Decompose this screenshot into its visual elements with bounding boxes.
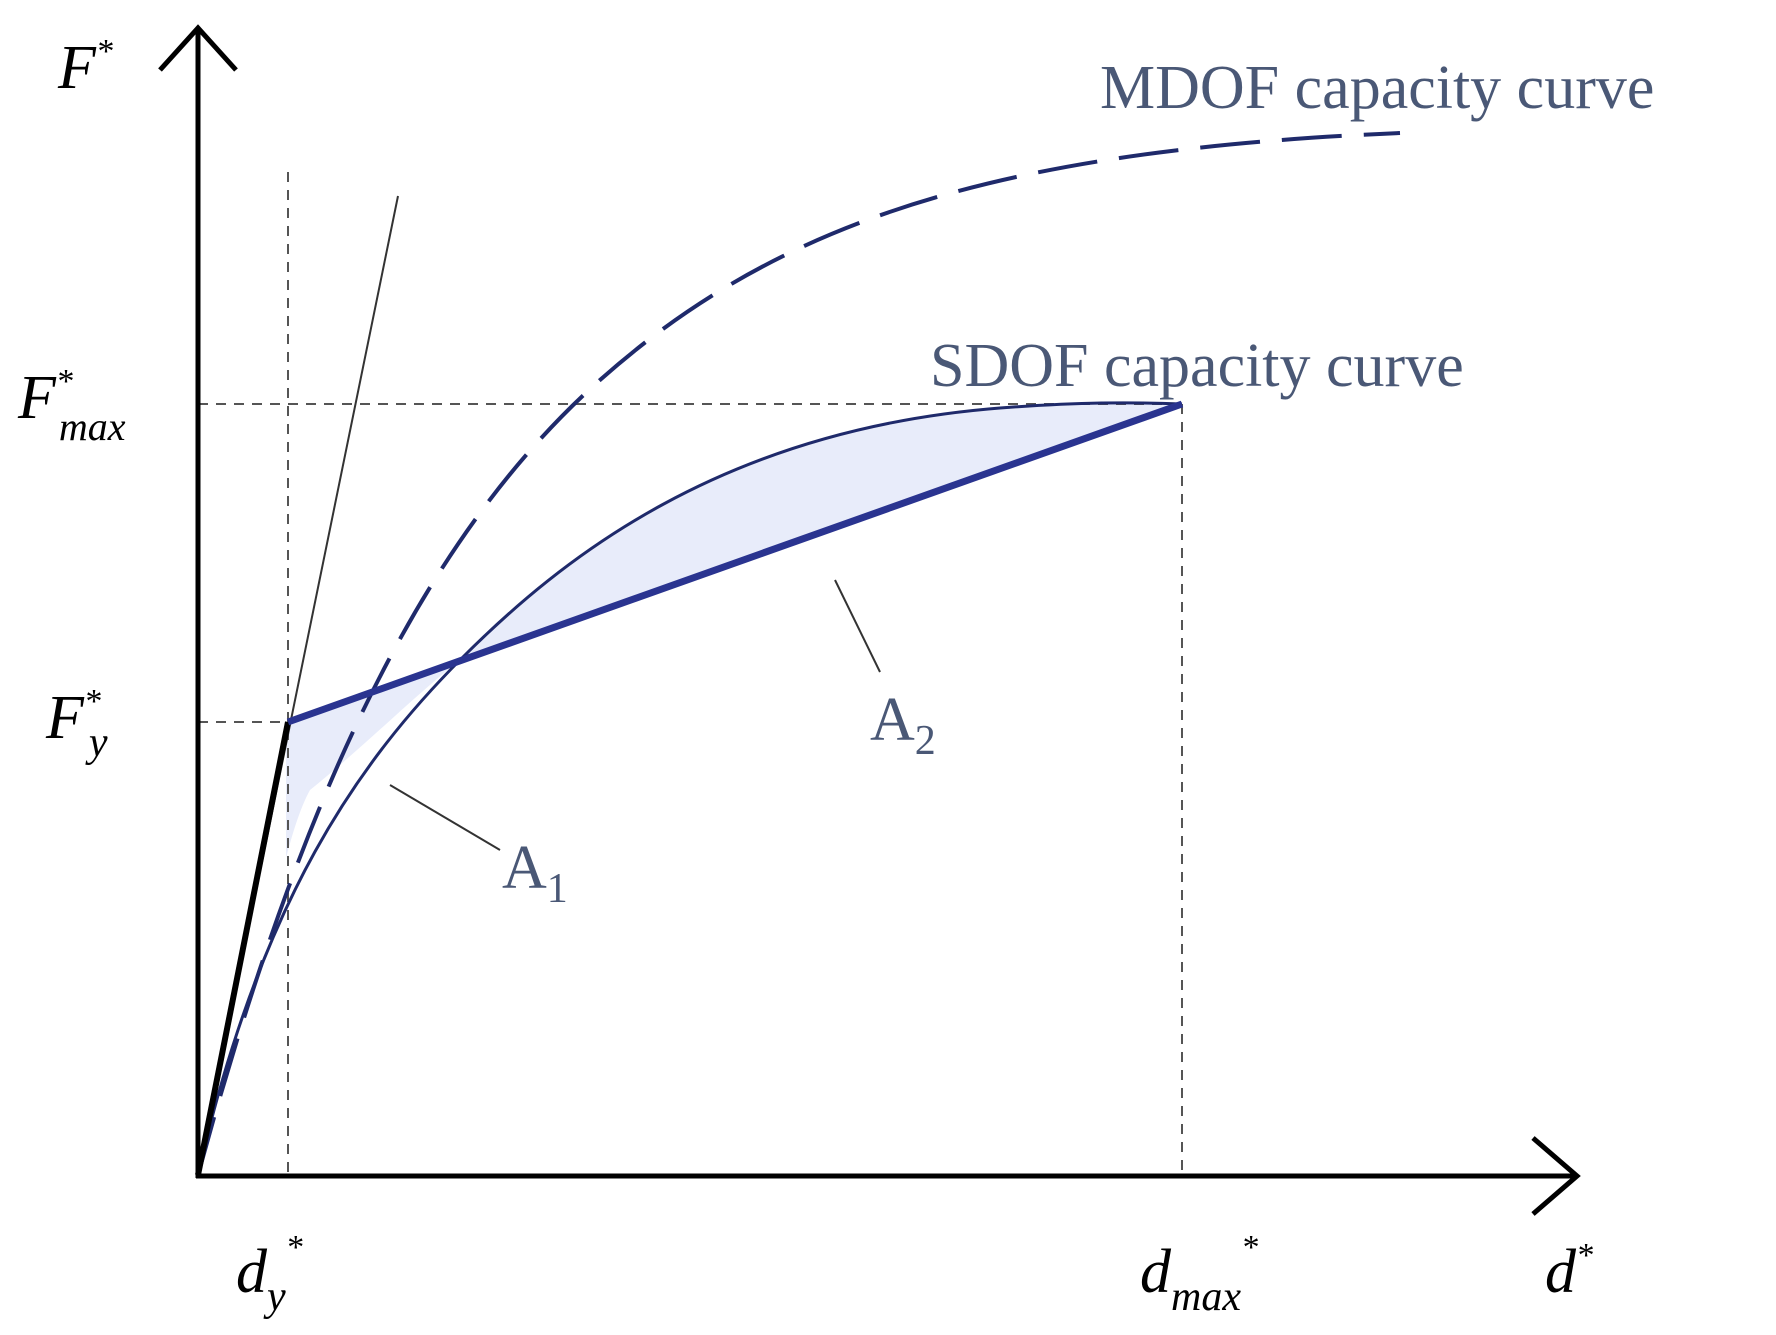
mdof-capacity-curve bbox=[196, 131, 1401, 1176]
y-axis-label: F* bbox=[57, 33, 113, 102]
tick-label-fmax: F* max bbox=[17, 363, 126, 449]
sdof-curve-label: SDOF capacity curve bbox=[930, 332, 1464, 400]
arrow-up-icon bbox=[158, 24, 238, 72]
guide-lines bbox=[198, 172, 1183, 1175]
mdof-curve-label: MDOF capacity curve bbox=[1100, 54, 1654, 122]
tick-label-dy: dy* bbox=[236, 1229, 303, 1320]
a2-leader-line bbox=[834, 579, 881, 673]
a1-leader-line bbox=[389, 784, 501, 851]
area-a1-label: A1 bbox=[502, 834, 568, 912]
bilinear-elastic-branch bbox=[195, 721, 291, 1176]
axes bbox=[158, 24, 1581, 1216]
x-axis-label: d* bbox=[1545, 1237, 1593, 1306]
arrow-right-icon bbox=[1531, 1136, 1581, 1216]
area-a2-label: A2 bbox=[870, 686, 936, 764]
sdof-capacity-curve bbox=[196, 401, 1183, 1176]
tick-label-fy: F* y bbox=[45, 683, 108, 766]
bilinear-plastic-branch bbox=[286, 400, 1184, 726]
tick-label-dmax: dmax* bbox=[1140, 1229, 1258, 1320]
